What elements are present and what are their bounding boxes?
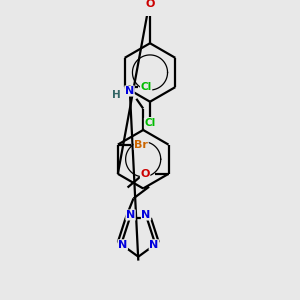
Text: N: N [149, 240, 158, 250]
Text: H: H [112, 90, 120, 100]
Text: N: N [126, 210, 135, 220]
Text: N: N [141, 210, 151, 220]
Text: Br: Br [134, 140, 148, 150]
Text: Cl: Cl [144, 118, 156, 128]
Text: O: O [140, 169, 150, 179]
Text: N: N [118, 240, 128, 250]
Text: Cl: Cl [140, 82, 152, 92]
Text: O: O [145, 0, 155, 9]
Text: N: N [125, 86, 134, 96]
